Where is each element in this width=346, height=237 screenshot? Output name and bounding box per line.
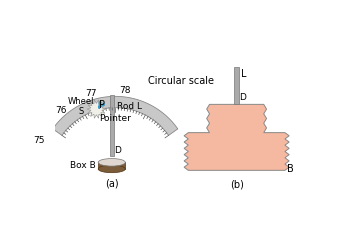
Text: D: D (239, 93, 246, 102)
Text: (a): (a) (105, 179, 119, 189)
Polygon shape (184, 104, 289, 170)
Text: L: L (241, 69, 246, 79)
Text: D: D (113, 146, 120, 155)
Text: 76: 76 (55, 106, 67, 115)
Text: Wheel
S: Wheel S (68, 97, 94, 116)
Text: 75: 75 (33, 136, 45, 145)
Text: B: B (287, 164, 293, 174)
Text: 78: 78 (120, 86, 131, 95)
Ellipse shape (98, 165, 125, 173)
Text: Rod L: Rod L (117, 102, 142, 111)
Polygon shape (53, 96, 178, 135)
Text: Pointer: Pointer (99, 114, 131, 123)
Bar (98, 162, 125, 169)
Bar (235, 67, 239, 104)
Text: Circular scale: Circular scale (148, 76, 214, 86)
Bar (110, 95, 113, 156)
Text: P: P (99, 100, 106, 110)
Text: (b): (b) (230, 180, 244, 190)
Text: 77: 77 (85, 89, 97, 98)
Text: Box B: Box B (70, 161, 96, 170)
Polygon shape (87, 100, 106, 118)
Ellipse shape (98, 159, 125, 166)
